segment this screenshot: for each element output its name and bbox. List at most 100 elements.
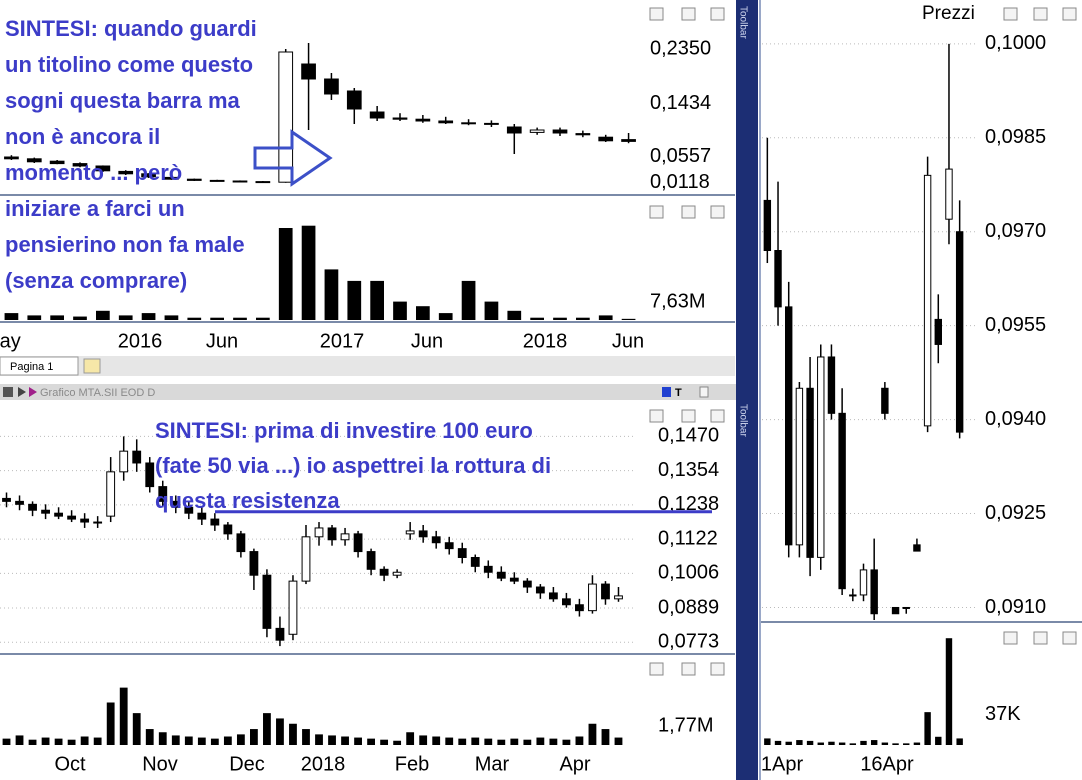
volume-bar bbox=[367, 738, 375, 745]
volume-bar bbox=[250, 729, 258, 745]
volume-bar bbox=[328, 735, 336, 745]
volume-bar bbox=[132, 713, 141, 745]
btn[interactable] bbox=[710, 409, 725, 423]
btn[interactable] bbox=[710, 7, 725, 21]
candle-body bbox=[301, 536, 311, 582]
y-tick-label: 0,0955 bbox=[985, 314, 1046, 336]
volume-bar bbox=[106, 702, 115, 745]
candle-body bbox=[164, 176, 179, 180]
btn[interactable] bbox=[1003, 7, 1018, 21]
volume-bar bbox=[614, 737, 623, 745]
menu-icon[interactable] bbox=[3, 387, 13, 397]
volume-bar bbox=[301, 225, 316, 320]
candle-body bbox=[95, 165, 111, 172]
x-tick-label: Jun bbox=[206, 330, 238, 352]
btn[interactable] bbox=[710, 662, 725, 676]
btn[interactable] bbox=[699, 386, 709, 398]
y-tick-label: 0,0940 bbox=[985, 408, 1046, 430]
candle-body bbox=[575, 133, 591, 136]
volume-bar bbox=[461, 280, 476, 320]
volume-bar bbox=[764, 738, 771, 745]
btn[interactable] bbox=[649, 409, 664, 423]
btn[interactable] bbox=[649, 7, 664, 21]
btn[interactable] bbox=[681, 409, 696, 423]
candle-body bbox=[197, 512, 207, 520]
x-tick-label: 16Apr bbox=[860, 753, 914, 775]
annotation: un titolino come questo bbox=[5, 52, 253, 77]
btn[interactable] bbox=[1033, 631, 1048, 645]
annotation: SINTESI: quando guardi bbox=[5, 16, 257, 41]
x-tick-label: 2016 bbox=[118, 330, 163, 352]
y-tick-label: 0,0118 bbox=[650, 171, 710, 193]
volume-bar bbox=[796, 740, 803, 745]
volume-bar bbox=[341, 736, 349, 745]
icon[interactable] bbox=[29, 387, 37, 397]
btn[interactable] bbox=[1003, 631, 1018, 645]
candle-body bbox=[366, 551, 376, 570]
candle-body bbox=[444, 542, 454, 550]
candle-body bbox=[838, 412, 846, 590]
candle-body bbox=[232, 180, 248, 183]
volume-bar bbox=[210, 317, 224, 320]
candle-body bbox=[255, 181, 271, 184]
btn[interactable] bbox=[662, 387, 671, 397]
candle-body bbox=[145, 462, 155, 488]
y-tick-label: 0,0773 bbox=[658, 631, 719, 653]
volume-bar bbox=[158, 732, 167, 745]
volume-bar bbox=[575, 736, 584, 745]
candle-body bbox=[548, 592, 558, 600]
volume-bar bbox=[849, 743, 857, 745]
candle-body bbox=[186, 178, 202, 181]
volume-bar bbox=[171, 735, 180, 745]
candle-body bbox=[28, 503, 37, 511]
volume-bar bbox=[28, 739, 37, 745]
btn[interactable] bbox=[1062, 7, 1077, 21]
candle-body bbox=[509, 577, 519, 582]
candle-body bbox=[324, 78, 339, 95]
btn[interactable] bbox=[681, 662, 696, 676]
volume-bar bbox=[67, 739, 76, 745]
volume-bar bbox=[536, 737, 545, 745]
candle-body bbox=[849, 594, 857, 597]
tab-label[interactable]: Pagina 1 bbox=[10, 361, 53, 373]
tab[interactable] bbox=[0, 356, 79, 376]
btn[interactable] bbox=[681, 205, 696, 219]
btn[interactable] bbox=[681, 7, 696, 21]
volume-bar bbox=[576, 317, 590, 320]
volume-bar bbox=[445, 737, 454, 745]
new-tab[interactable] bbox=[83, 358, 101, 374]
btn[interactable] bbox=[649, 205, 664, 219]
volume-bar bbox=[50, 315, 64, 320]
x-tick-label: Apr bbox=[559, 753, 590, 775]
volume-bar bbox=[588, 723, 597, 745]
x-tick-label: Jun bbox=[411, 330, 443, 352]
volume-bar bbox=[302, 729, 310, 745]
candle-body bbox=[806, 387, 814, 558]
btn[interactable]: T bbox=[675, 387, 682, 399]
candle-body bbox=[913, 544, 921, 552]
candle-body bbox=[118, 170, 134, 175]
icon[interactable] bbox=[18, 387, 26, 397]
volume-bar bbox=[621, 318, 636, 320]
volume-bar bbox=[935, 736, 942, 745]
x-tick-label: lay bbox=[0, 330, 21, 352]
candle-body bbox=[210, 518, 220, 526]
y-tick-label: 1,77M bbox=[658, 714, 714, 736]
candle-body bbox=[506, 126, 522, 134]
volume-bar bbox=[2, 738, 11, 745]
candle-body bbox=[15, 500, 24, 505]
candle-body bbox=[346, 90, 362, 110]
volume-bar bbox=[553, 317, 567, 320]
btn[interactable] bbox=[710, 205, 725, 219]
btn[interactable] bbox=[1033, 7, 1048, 21]
candle-body bbox=[955, 231, 964, 433]
toolbar-label: Toolbar bbox=[737, 6, 748, 39]
btn[interactable] bbox=[1062, 631, 1077, 645]
annotation: questa resistenza bbox=[155, 488, 340, 513]
candle-body bbox=[262, 574, 272, 629]
candle-body bbox=[891, 606, 900, 615]
btn[interactable] bbox=[649, 662, 664, 676]
y-tick-label: 0,0889 bbox=[658, 596, 719, 618]
candle-body bbox=[881, 387, 889, 414]
volume-bar bbox=[956, 738, 963, 745]
